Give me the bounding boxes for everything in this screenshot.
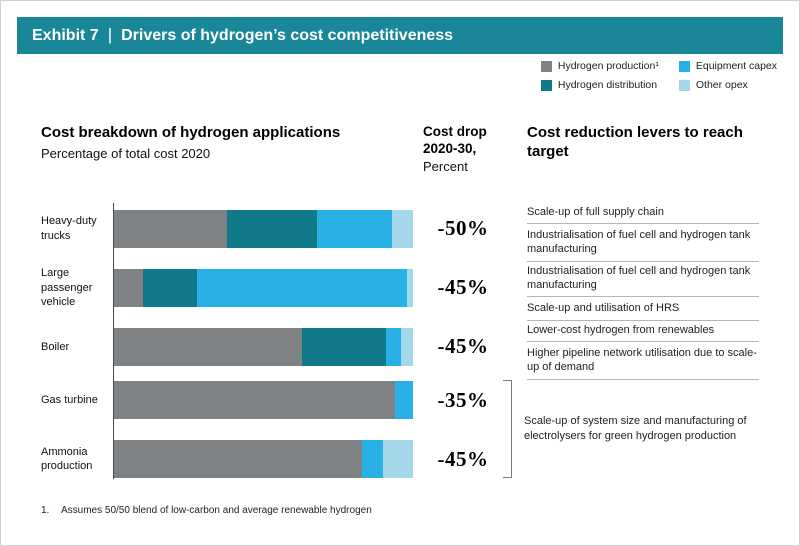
bracket-icon xyxy=(503,379,512,478)
legend-label: Other opex xyxy=(695,79,748,91)
bar-segment-other-opex xyxy=(392,209,413,248)
exhibit-title: Drivers of hydrogen’s cost competitivene… xyxy=(121,26,454,44)
legend-swatch xyxy=(678,79,690,91)
bar-segment-equipment-capex xyxy=(395,381,413,420)
cost-drop-header: Cost drop 2020-30, Percent xyxy=(413,124,513,174)
bar-segment-hydrogen-production xyxy=(113,268,143,307)
legend-item: Hydrogen distribution xyxy=(540,79,659,91)
cost-drop-value: -45% xyxy=(437,334,489,359)
y-axis-line xyxy=(113,202,114,479)
bar-segment-equipment-capex xyxy=(317,209,392,248)
chart-row: Boiler -45% Lower-cost hydrogen from renew… xyxy=(41,312,759,380)
bar-segment-hydrogen-distribution xyxy=(143,268,197,307)
footnote-marker: 1. xyxy=(41,504,50,516)
bar-segment-other-opex xyxy=(383,440,413,479)
cost-drop-value: -45% xyxy=(437,275,489,300)
lever-item: Lower-cost hydrogen from renewables xyxy=(527,321,759,343)
header-separator: | xyxy=(107,24,113,44)
bar-segment-hydrogen-distribution xyxy=(302,327,386,366)
bar-segment-other-opex xyxy=(407,268,413,307)
breakdown-title: Cost breakdown of hydrogen applications xyxy=(41,124,341,141)
legend-swatch xyxy=(540,79,552,91)
breakdown-subtitle: Percentage of total cost 2020 xyxy=(41,145,211,161)
category-label: Heavy-duty trucks xyxy=(41,215,97,242)
category-label: Large passenger vehicle xyxy=(41,267,93,308)
legend-swatch xyxy=(678,60,690,72)
cost-drop-value: -45% xyxy=(437,446,489,471)
lever-item: Higher pipeline network utilisation due … xyxy=(527,344,759,380)
bar-segment-hydrogen-production xyxy=(113,381,395,420)
chart-row: Large passenger vehicle -45% Industrialisa… xyxy=(41,253,759,321)
levers-cell: Scale-up of full supply chain Industriali… xyxy=(513,194,759,264)
chart-row: Heavy-duty trucks -50% Scale-up of full su… xyxy=(41,194,759,262)
bar-segment-equipment-capex xyxy=(197,268,407,307)
chart-row: Gas turbine -35% xyxy=(41,371,759,430)
bar-segment-hydrogen-distribution xyxy=(227,209,317,248)
legend-label: Hydrogen production¹ xyxy=(557,60,659,72)
bar-segment-hydrogen-production xyxy=(113,327,302,366)
levers-title: Cost reduction levers to reach target xyxy=(527,124,743,160)
levers-cell: Lower-cost hydrogen from renewables Highe… xyxy=(513,312,759,382)
legend-item: Equipment capex xyxy=(678,60,777,72)
lever-item: Scale-up and utilisation of HRS xyxy=(527,299,759,321)
stacked-bar xyxy=(113,209,413,248)
exhibit-header-bar: Exhibit 7 | Drivers of hydrogen’s cost c… xyxy=(17,17,783,54)
cost-drop-title: Cost drop 2020-30, xyxy=(423,124,487,156)
legend: Hydrogen production¹ Hydrogen distributio… xyxy=(540,60,777,91)
legend-label: Equipment capex xyxy=(695,60,777,72)
stacked-bar xyxy=(113,327,413,366)
bar-segment-equipment-capex xyxy=(362,440,383,479)
legend-item: Other opex xyxy=(678,79,777,91)
footnote: 1. Assumes 50/50 blend of low-carbon and… xyxy=(41,505,759,516)
footnote-text: Assumes 50/50 blend of low-carbon and av… xyxy=(61,504,372,516)
stacked-bar xyxy=(113,268,413,307)
lever-item: Industrialisation of fuel cell and hydro… xyxy=(527,226,759,262)
bracket-lever-text: Scale-up of system size and manufacturin… xyxy=(524,415,747,442)
breakdown-header: Cost breakdown of hydrogen applications … xyxy=(41,124,413,161)
legend-item: Hydrogen production¹ xyxy=(540,60,659,72)
stacked-bar xyxy=(113,440,413,479)
bar-segment-other-opex xyxy=(401,327,413,366)
lever-item: Scale-up of full supply chain xyxy=(527,203,759,225)
levers-cell: Industrialisation of fuel cell and hydro… xyxy=(513,253,759,323)
stacked-bar xyxy=(113,381,413,420)
levers-header: Cost reduction levers to reach target xyxy=(513,124,759,162)
legend-label: Hydrogen distribution xyxy=(557,79,658,91)
column-headers: Cost breakdown of hydrogen applications … xyxy=(41,124,759,174)
category-label: Ammonia production xyxy=(41,445,93,473)
bracket-group: Scale-up of system size and manufacturin… xyxy=(503,379,760,478)
category-label: Boiler xyxy=(41,340,70,353)
exhibit-number: Exhibit 7 xyxy=(32,26,99,44)
bar-segment-hydrogen-production xyxy=(113,440,362,479)
lever-item: Industrialisation of fuel cell and hydro… xyxy=(527,262,759,298)
chart-rows: Heavy-duty trucks -50% Scale-up of full su… xyxy=(41,194,759,489)
stacked-bar-chart: Heavy-duty trucks -50% Scale-up of full su… xyxy=(41,194,759,489)
category-label: Gas turbine xyxy=(41,394,98,407)
cost-drop-value: -35% xyxy=(437,387,489,412)
cost-drop-subtitle: Percent xyxy=(423,158,468,174)
chart-row: Ammonia production -45% xyxy=(41,430,759,489)
legend-swatch xyxy=(540,60,552,72)
cost-drop-value: -50% xyxy=(437,216,489,241)
bar-segment-hydrogen-production xyxy=(113,209,227,248)
bar-segment-equipment-capex xyxy=(386,327,401,366)
